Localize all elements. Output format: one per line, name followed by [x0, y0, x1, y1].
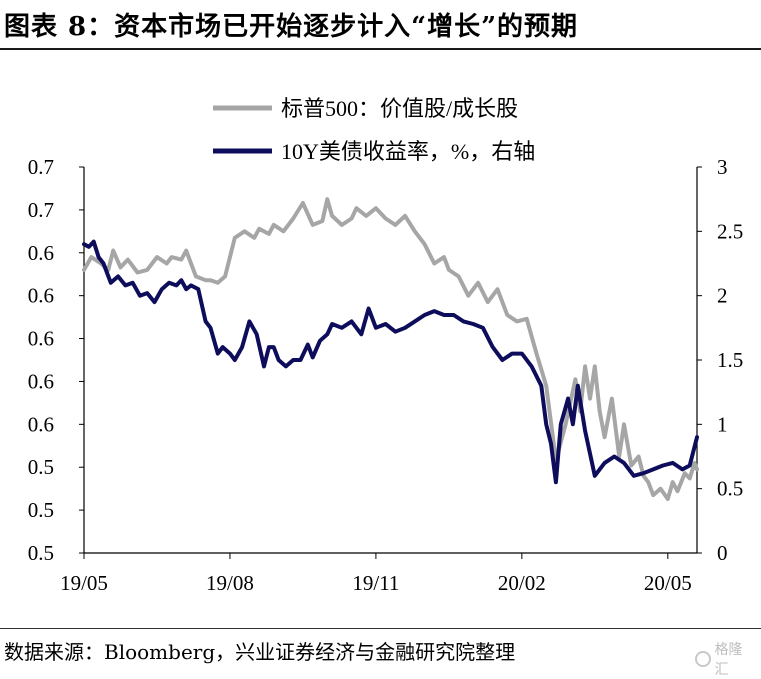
chart-series: [84, 199, 697, 499]
right-tick-label: 3: [717, 155, 728, 179]
source-divider: [0, 628, 761, 629]
x-tick-label: 19/05: [60, 571, 108, 595]
right-tick-label: 0: [717, 541, 728, 565]
left-tick-label: 0.7: [28, 155, 54, 179]
left-tick-label: 0.5: [28, 498, 54, 522]
watermark: 格隆汇: [695, 648, 755, 670]
left-tick-label: 0.7: [28, 198, 54, 222]
left-tick-label: 0.5: [28, 541, 54, 565]
x-tick-label: 19/11: [352, 571, 399, 595]
series-line-value-growth: [84, 199, 697, 499]
right-tick-label: 1: [717, 412, 728, 436]
left-tick-label: 0.5: [28, 455, 54, 479]
left-tick-label: 0.6: [28, 284, 54, 308]
legend-label: 10Y美债收益率，%，右轴: [281, 139, 535, 164]
left-tick-label: 0.6: [28, 412, 54, 436]
right-tick-label: 2: [717, 284, 728, 308]
legend-label: 标普500：价值股/成长股: [281, 96, 518, 121]
watermark-text: 格隆汇: [715, 639, 755, 679]
x-tick-label: 20/05: [644, 571, 692, 595]
right-tick-label: 0.5: [717, 477, 743, 501]
gelonghui-logo-icon: [695, 651, 711, 667]
source-note: 数据来源：Bloomberg，兴业证券经济与金融研究院整理: [4, 636, 515, 665]
chart-legend: 标普500：价值股/成长股 10Y美债收益率，%，右轴: [213, 96, 535, 164]
x-tick-label: 19/08: [206, 571, 254, 595]
chart-axes: 0.7 0.7 0.6 0.6 0.6 0.6 0.6 0.5 0.5 0.5 3 2.5 2 1.5 1 0…: [28, 155, 744, 595]
right-tick-label: 1.5: [717, 348, 743, 372]
left-tick-label: 0.6: [28, 241, 54, 265]
x-tick-label: 20/02: [498, 571, 546, 595]
series-line-treasury-yield: [84, 242, 697, 483]
chart: 0.70.70.60.60.60.60.60.50.50.532.521.510…: [0, 0, 761, 674]
right-tick-label: 2.5: [717, 219, 743, 243]
left-tick-label: 0.6: [28, 369, 54, 393]
left-tick-label: 0.6: [28, 327, 54, 351]
